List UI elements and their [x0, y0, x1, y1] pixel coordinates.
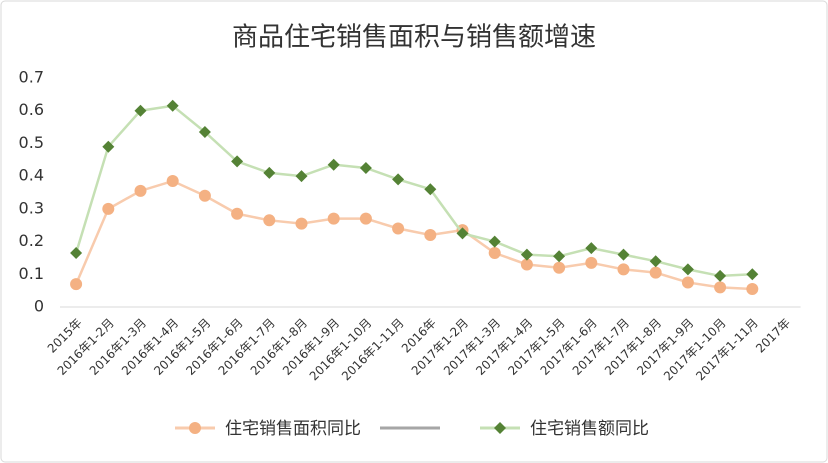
data-point — [649, 266, 662, 279]
series-line — [74, 104, 753, 278]
data-point — [166, 99, 179, 112]
data-point — [488, 235, 501, 248]
data-point — [714, 269, 727, 282]
data-point — [392, 173, 405, 186]
data-point — [327, 158, 340, 171]
data-point — [198, 125, 211, 138]
data-point — [102, 140, 115, 153]
data-point — [746, 268, 759, 281]
data-point — [134, 184, 147, 197]
data-point — [231, 207, 244, 220]
data-point — [198, 189, 211, 202]
data-point — [189, 422, 201, 434]
data-point — [714, 281, 727, 294]
data-point — [70, 247, 83, 260]
chart-title: 商品住宅销售面积与销售额增速 — [232, 23, 596, 53]
data-point — [585, 256, 598, 269]
data-point — [520, 248, 533, 261]
y-tick-label: 0.1 — [19, 264, 44, 283]
data-point — [359, 212, 372, 225]
data-point — [585, 242, 598, 255]
data-point — [134, 104, 147, 117]
data-point — [424, 183, 437, 196]
y-tick-label: 0.4 — [19, 166, 44, 185]
y-tick-label: 0.7 — [19, 68, 44, 87]
data-point — [681, 276, 694, 289]
data-point — [424, 229, 437, 242]
data-point — [263, 166, 276, 179]
series-line — [74, 179, 753, 291]
data-point — [166, 175, 179, 188]
y-tick-label: 0.5 — [19, 133, 44, 152]
data-point — [102, 202, 115, 215]
y-tick-label: 0 — [34, 297, 44, 316]
data-point — [617, 248, 630, 261]
data-point — [392, 222, 405, 235]
data-point — [520, 258, 533, 271]
data-point — [617, 263, 630, 276]
data-point — [327, 212, 340, 225]
y-tick-label: 0.2 — [19, 231, 44, 250]
data-point — [553, 250, 566, 263]
data-point — [494, 422, 506, 434]
y-tick-label: 0.6 — [19, 100, 44, 119]
data-point — [681, 263, 694, 276]
legend-label: 住宅销售额同比 — [530, 419, 649, 439]
data-point — [746, 283, 759, 296]
data-point — [231, 155, 244, 168]
data-point — [649, 255, 662, 268]
data-point — [359, 161, 372, 174]
data-point — [488, 247, 501, 260]
data-point — [456, 227, 469, 240]
legend-label: 住宅销售面积同比 — [225, 419, 361, 439]
y-tick-label: 0.3 — [19, 198, 44, 217]
data-point — [263, 214, 276, 227]
data-point — [295, 170, 308, 183]
data-point — [70, 278, 83, 291]
data-point — [553, 261, 566, 274]
data-point — [295, 217, 308, 230]
